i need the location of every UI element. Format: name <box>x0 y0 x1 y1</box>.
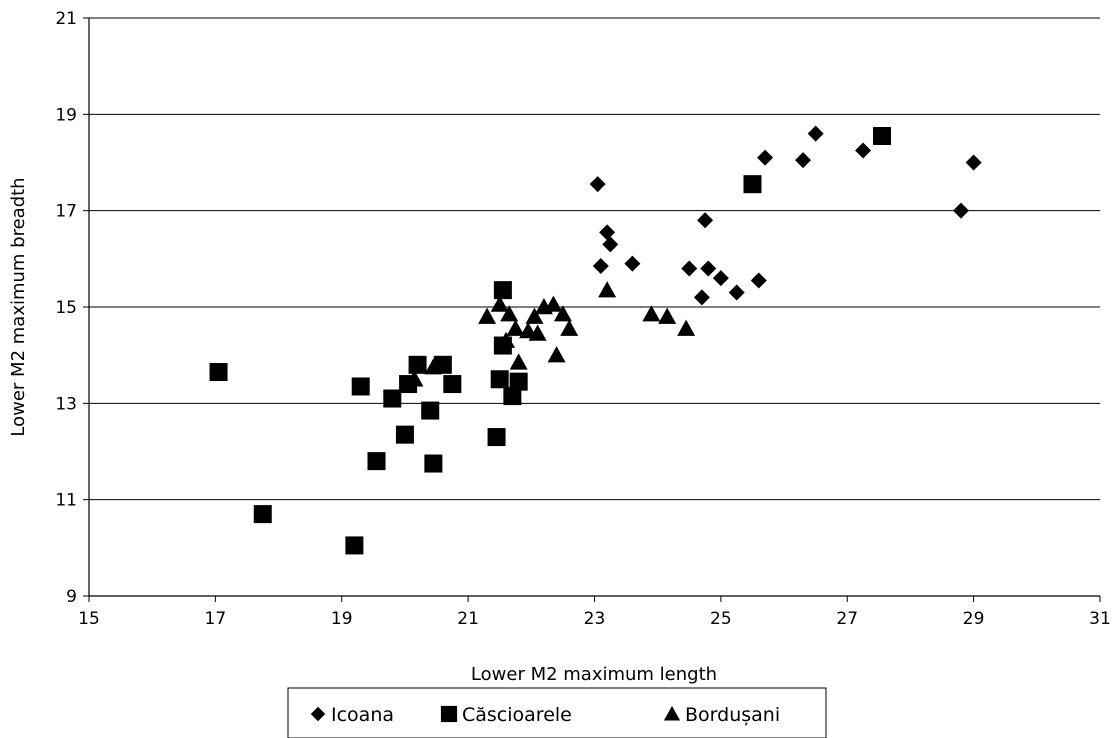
square-point <box>421 401 440 420</box>
x-tick-label: 15 <box>78 609 100 629</box>
triangle-point <box>405 370 424 387</box>
diamond-point <box>952 202 969 219</box>
triangle-point <box>547 346 566 363</box>
legend-label: Bordușani <box>685 704 780 726</box>
y-tick-label: 17 <box>55 202 77 222</box>
y-tick-label: 15 <box>55 298 77 318</box>
square-point <box>743 175 762 194</box>
y-axis-title: Lower M2 maximum breadth <box>8 177 29 436</box>
triangle-point <box>525 307 544 324</box>
diamond-point <box>589 176 606 193</box>
y-tick-label: 11 <box>55 491 77 511</box>
square-point <box>395 425 414 444</box>
square-point <box>367 452 386 471</box>
diamond-point <box>697 212 714 229</box>
x-tick-label: 17 <box>205 609 227 629</box>
triangle-point <box>478 307 497 324</box>
square-point <box>345 536 364 555</box>
square-point <box>408 355 427 374</box>
triangle-point <box>553 305 572 322</box>
square-point <box>487 428 506 447</box>
triangle-point <box>500 305 519 322</box>
tick-labels: 9 11 13 15 17 19 21 15 17 19 21 23 25 27 29 31 <box>55 9 1110 629</box>
gridlines <box>89 17 1100 501</box>
diamond-point <box>712 270 729 287</box>
legend: Icoana Căscioarele Bordușani <box>287 687 827 738</box>
square-point <box>873 127 892 146</box>
square-point <box>253 505 272 524</box>
data-points <box>209 125 982 555</box>
diamond-point <box>795 152 812 169</box>
y-tick-label: 13 <box>55 394 77 414</box>
legend-box <box>287 687 827 738</box>
diamond-point <box>693 289 710 306</box>
axes <box>83 17 1101 602</box>
triangle-point <box>497 331 516 348</box>
square-point <box>351 377 370 396</box>
y-tick-label: 19 <box>55 105 77 125</box>
triangle-point <box>677 319 696 336</box>
legend-triangle-icon <box>663 705 681 721</box>
triangle-point <box>544 295 563 312</box>
x-tick-label: 31 <box>1089 609 1111 629</box>
triangle-point <box>509 353 528 370</box>
y-tick-label: 21 <box>55 9 77 29</box>
diamond-point <box>728 284 745 301</box>
diamond-point <box>592 258 609 275</box>
square-point <box>443 375 462 394</box>
legend-square-icon <box>440 705 458 723</box>
diamond-point <box>757 149 774 166</box>
series-square <box>209 127 892 555</box>
diamond-point <box>681 260 698 277</box>
square-point <box>503 387 522 406</box>
square-point <box>383 389 402 408</box>
square-point <box>493 281 512 300</box>
triangle-point <box>424 358 443 375</box>
triangle-point <box>598 281 617 298</box>
diamond-point <box>599 224 616 241</box>
x-tick-label: 29 <box>963 609 985 629</box>
diamond-point <box>807 125 824 142</box>
x-tick-label: 23 <box>584 609 606 629</box>
triangle-point <box>490 295 509 312</box>
diamond-point <box>624 255 641 272</box>
legend-diamond-icon <box>310 706 326 722</box>
square-point <box>424 454 443 473</box>
x-tick-label: 19 <box>331 609 353 629</box>
x-tick-label: 21 <box>457 609 479 629</box>
x-axis-title: Lower M2 maximum length <box>471 664 717 685</box>
diamond-point <box>855 142 872 159</box>
x-tick-label: 27 <box>836 609 858 629</box>
legend-label: Icoana <box>331 704 394 726</box>
square-point <box>490 370 509 389</box>
diamond-point <box>965 154 982 171</box>
x-tick-label: 25 <box>710 609 732 629</box>
triangle-point <box>642 305 661 322</box>
series-diamond <box>589 125 982 306</box>
legend-items: Icoana Căscioarele Bordușani <box>310 704 780 726</box>
triangle-point <box>560 319 579 336</box>
square-point <box>509 372 528 391</box>
triangle-point <box>506 319 525 336</box>
triangle-point <box>658 307 677 324</box>
series-triangle <box>405 281 696 387</box>
diamond-point <box>700 260 717 277</box>
diamond-point <box>750 272 767 289</box>
square-point <box>209 363 228 382</box>
diamond-point <box>602 236 619 253</box>
legend-label: Căscioarele <box>462 704 572 726</box>
y-tick-label: 9 <box>66 587 77 607</box>
triangle-point <box>528 324 547 341</box>
